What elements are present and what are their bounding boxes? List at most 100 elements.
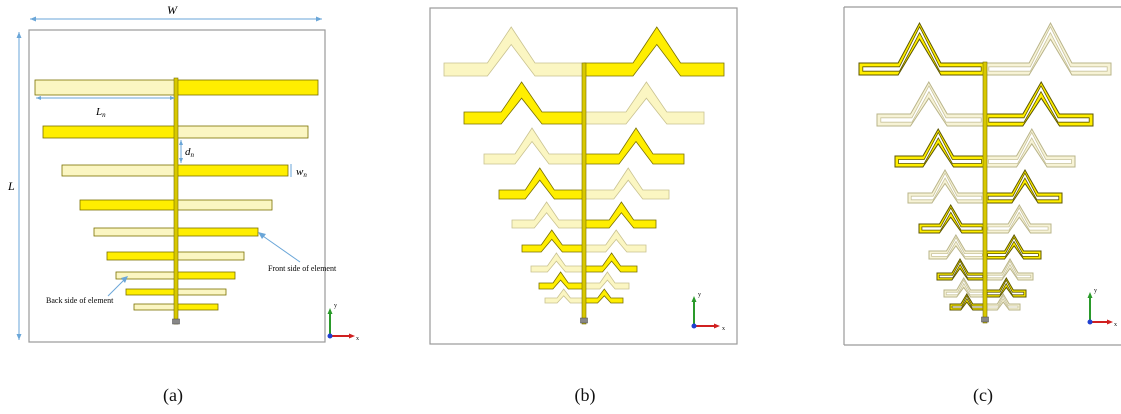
back-side-label: Back side of element [46, 296, 114, 305]
element-4-right [583, 167, 670, 200]
element-3-right [583, 127, 685, 165]
dim-dn-label-main: d [185, 146, 191, 158]
dim-L-arrow-top [16, 32, 22, 38]
element-1-front [175, 79, 319, 96]
element-4-back [175, 199, 273, 211]
element-6-front [106, 251, 177, 261]
element-2-back [175, 125, 309, 139]
front-side-label: Front side of element [268, 264, 337, 273]
axis-y-arrow [327, 308, 333, 314]
element-6-right-outer [984, 234, 1042, 260]
element-7-left [530, 252, 585, 273]
element-4-left-outer [907, 168, 986, 204]
element-5-left-inner [921, 207, 983, 231]
panel-b-axes-triad: y x [691, 292, 725, 332]
element-2-right-inner [988, 84, 1090, 123]
element-9-left [544, 288, 585, 304]
element-6-left [521, 229, 585, 253]
dim-W-arrow-left [30, 16, 36, 22]
axis-y-label: y [698, 292, 701, 298]
element-4-left [498, 167, 585, 200]
element-2-left [463, 81, 585, 125]
element-5-back [93, 227, 177, 237]
element-3-front [175, 164, 289, 177]
dim-Ln-label-sub: n [102, 111, 106, 119]
dim-wn-label: wn [296, 166, 307, 179]
axis-y-label: y [1094, 288, 1097, 294]
element-5-left [511, 201, 585, 229]
dim-W-arrow-right [316, 16, 322, 22]
panel-a-axes-triad: y x [327, 303, 359, 342]
element-1-left-inner [862, 25, 982, 72]
caption-c: (c) [973, 385, 993, 405]
caption-b: (b) [574, 385, 596, 405]
element-4-right-outer [984, 168, 1063, 204]
axis-x-arrow [1107, 319, 1113, 325]
element-3-right-outer [984, 127, 1076, 168]
element-6-right-inner [987, 236, 1039, 257]
element-8-right-inner [986, 279, 1025, 296]
element-5-front [175, 227, 259, 237]
element-2-right [583, 81, 705, 125]
dim-Ln-arrow-right [170, 96, 175, 100]
element-4-left-inner [910, 172, 983, 201]
element-3-left [483, 127, 585, 165]
axis-x-label: x [1114, 322, 1117, 328]
dim-dn-arrow-bottom [179, 158, 183, 163]
element-9-front [175, 303, 219, 311]
element-4-right-inner [987, 172, 1060, 201]
panel-b-elements [443, 26, 725, 304]
panel-c-boom [982, 61, 988, 324]
dim-Ln-label-main: L [95, 106, 102, 118]
dim-W-label: W [167, 3, 178, 17]
axis-z-dot [327, 333, 333, 339]
axis-x-label: x [722, 326, 725, 332]
element-7-front [175, 271, 236, 280]
element-2-left-outer [876, 80, 986, 127]
element-2-right-outer [984, 80, 1094, 127]
dim-dn-arrow-top [179, 140, 183, 145]
front-side-leader [259, 233, 301, 263]
caption-a: (a) [163, 385, 183, 405]
element-1-right [583, 26, 725, 77]
dim-wn-label-sub: n [303, 171, 307, 179]
axis-z-dot [691, 323, 697, 329]
panel-b-feed [580, 317, 588, 324]
element-3-left-inner [898, 131, 982, 164]
axis-y-label: y [334, 303, 337, 309]
dim-Ln-arrow-left [36, 96, 41, 100]
element-6-back [175, 251, 245, 261]
element-9-left-inner [951, 295, 984, 309]
back-side-arrow [121, 276, 128, 283]
dim-dn-label: dn [185, 146, 195, 159]
panel-b: y x [429, 7, 738, 345]
back-side-leader [107, 277, 127, 297]
element-3-left-outer [894, 127, 986, 168]
element-1-right-inner [988, 25, 1108, 72]
element-8-right [583, 271, 630, 290]
axis-y-arrow [1087, 292, 1093, 298]
element-8-left-inner [945, 279, 984, 296]
element-7-right-inner [986, 260, 1032, 279]
panel-a-elements [34, 79, 319, 311]
element-2-left-inner [880, 84, 982, 123]
panel-c-elements [858, 21, 1112, 311]
axis-y-arrow [691, 296, 697, 302]
dim-L-label: L [7, 179, 15, 193]
element-7-right [583, 252, 638, 273]
panel-c-feed [981, 316, 989, 323]
element-7-left-outer [936, 258, 986, 281]
axis-z-dot [1087, 319, 1093, 325]
dim-L-arrow-bottom [16, 334, 22, 340]
element-5-left-outer [918, 204, 986, 234]
element-6-right [583, 229, 647, 253]
element-1-left [443, 26, 585, 77]
dim-Ln-label: Ln [95, 106, 106, 119]
axis-x-arrow [714, 323, 720, 329]
element-4-front [79, 199, 177, 211]
front-side-arrow [258, 232, 266, 239]
element-3-right-inner [988, 131, 1072, 164]
element-5-right-inner [987, 207, 1049, 231]
element-8-left [538, 271, 585, 290]
